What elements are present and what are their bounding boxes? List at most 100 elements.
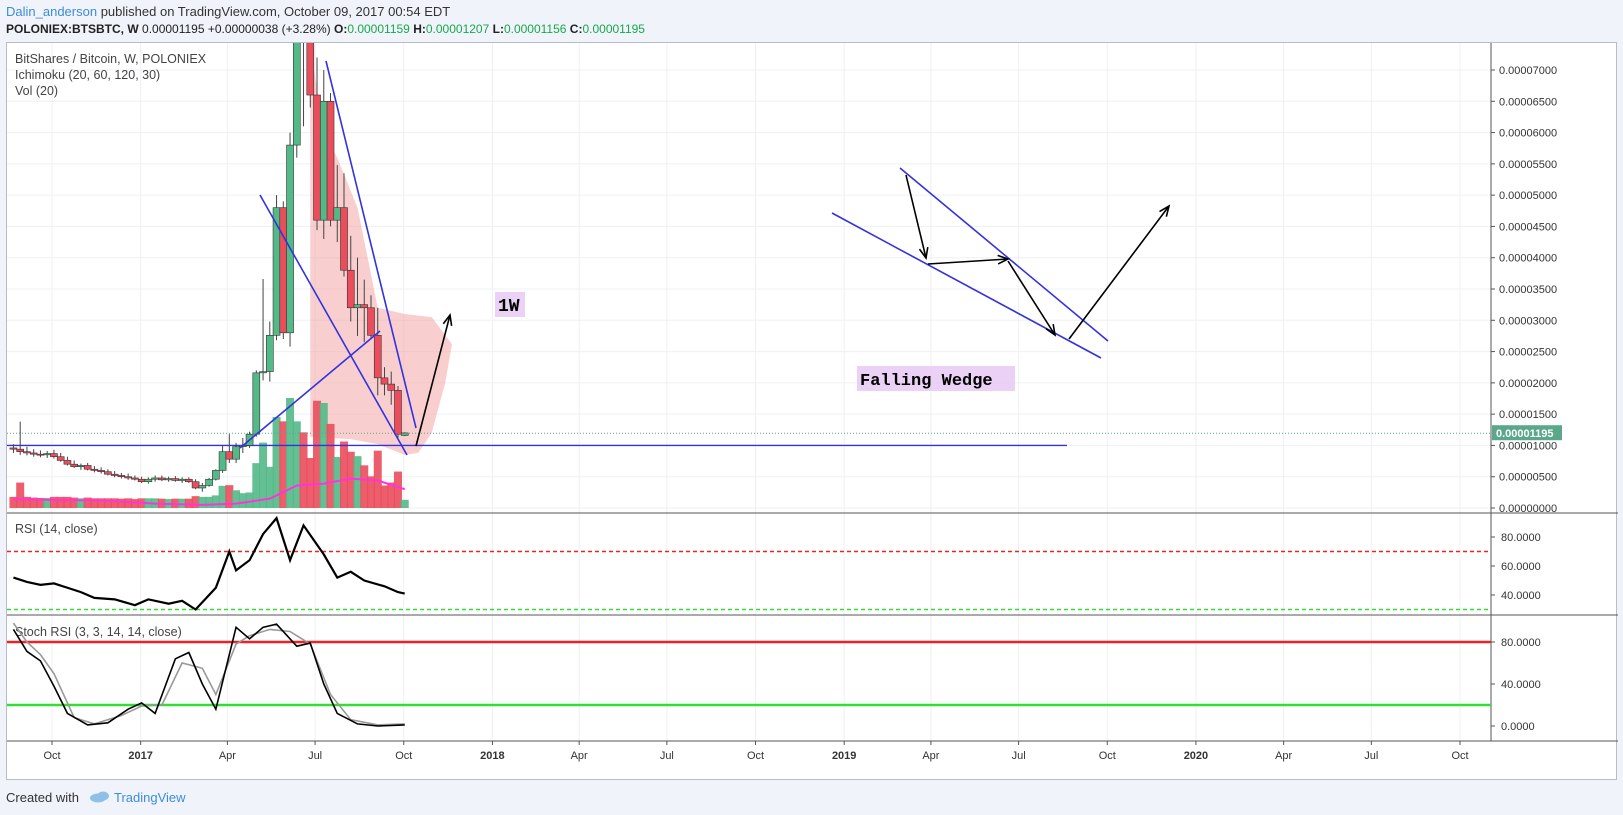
candle-body [259, 371, 267, 374]
volume-bar [340, 441, 349, 508]
y-tick-label: 0.00006000 [1499, 128, 1557, 140]
volume-bar [9, 496, 18, 508]
annotation-1w: 1W [498, 297, 520, 317]
candle-body [9, 447, 18, 450]
candle-body [158, 477, 166, 481]
stoch-legend: Stoch RSI (3, 3, 14, 14, close) [15, 625, 182, 639]
candle-body [292, 43, 301, 146]
drawings: 1W Falling Wedge [239, 60, 1171, 456]
volume-bar [245, 492, 254, 508]
volume-bar [56, 496, 65, 508]
candle-body [77, 465, 85, 468]
high-label: H: [413, 22, 426, 36]
candle-body [50, 453, 58, 457]
low-label: L: [492, 22, 504, 36]
candle-body [400, 432, 409, 436]
y-tick-label: 0.00002500 [1499, 347, 1557, 359]
volume-bar [360, 465, 369, 508]
candle-body [131, 477, 139, 480]
x-tick-label: Oct [43, 750, 60, 762]
candle-body [326, 100, 335, 221]
candle-body [164, 478, 173, 481]
author-link[interactable]: Dalin_anderson [6, 4, 98, 19]
candle-body [23, 451, 31, 454]
footer: Created with TradingView [6, 790, 186, 805]
tradingview-brand: TradingView [114, 790, 186, 805]
y-tick-label: 0.00003000 [1499, 315, 1557, 327]
candle-body [110, 473, 119, 476]
candle-body [205, 478, 213, 486]
candle-body [306, 43, 315, 96]
candle-body [104, 471, 112, 475]
last-price-tag-label: 0.00001195 [1496, 428, 1554, 440]
legend-line: BitShares / Bitcoin, W, POLONIEX [15, 52, 207, 66]
candle-body [367, 307, 375, 336]
y-tick-label: 0.00000500 [1499, 472, 1557, 484]
candle-body [70, 463, 78, 468]
low-value: 0.00001156 [503, 22, 567, 36]
trendline [239, 330, 381, 449]
volume-bar [346, 451, 355, 508]
y-tick-label: 0.00002000 [1499, 378, 1557, 390]
rsi-y-tick-label: 80.0000 [1501, 532, 1541, 544]
arrow-down-right [1007, 260, 1056, 336]
x-tick-label: Apr [922, 750, 939, 762]
candle-body [333, 207, 342, 221]
volume-bar [90, 498, 99, 508]
legend-line: Ichimoku (20, 60, 120, 30) [15, 68, 160, 82]
last-price-tag [1492, 425, 1562, 441]
arrow-down-head [918, 247, 929, 260]
candle-body [90, 468, 99, 471]
candle-body [373, 335, 382, 379]
volume-bar [117, 498, 126, 508]
tradingview-logo-link[interactable]: TradingView [89, 790, 186, 805]
candle-body [137, 478, 146, 483]
volume-bar [184, 498, 193, 508]
candle-body [286, 144, 294, 334]
volume-bar [353, 456, 362, 508]
candle-body [97, 470, 105, 473]
volume-bar [198, 496, 207, 508]
x-tick-label: 2017 [128, 750, 152, 762]
candle-body [353, 304, 362, 309]
volume-bar [97, 498, 106, 508]
candle-body [151, 477, 159, 480]
open-label: O: [333, 22, 348, 36]
stoch-y-tick-label: 80.0000 [1501, 637, 1541, 649]
x-tick-label: Jul [308, 750, 322, 762]
arrow-down [905, 174, 927, 259]
candle-body [380, 377, 389, 385]
arrow-right [927, 258, 1009, 265]
annotation-wedge-bg [857, 366, 1015, 391]
y-tick-label: 0.00004000 [1499, 253, 1557, 265]
candle-body [83, 465, 92, 470]
y-tick-label: 0.00001000 [1499, 440, 1557, 452]
volume-bar [63, 496, 72, 508]
open-value: 0.00001159 [347, 22, 410, 36]
legend-line: Vol (20) [15, 84, 58, 98]
x-tick-label: 2018 [480, 750, 504, 762]
volume-bar [333, 456, 342, 508]
y-tick-label: 0.00006500 [1499, 96, 1557, 108]
candle-body [232, 446, 240, 460]
annotation-wedge: Falling Wedge [860, 372, 993, 391]
y-tick-label: 0.00003500 [1499, 284, 1557, 296]
candle-body [29, 452, 38, 455]
volume-bar [22, 496, 31, 508]
wedge-line-lower [831, 212, 1102, 359]
volume-bar [292, 421, 301, 508]
y-tick-label: 0.00005000 [1499, 190, 1557, 202]
chart-container[interactable]: 1W Falling Wedge BitShares / Bitcoin, W, P… [6, 42, 1618, 781]
trendline [259, 194, 408, 456]
close-value: 0.00001195 [582, 22, 645, 36]
symbol-info: POLONIEX:BTSBTC, W 0.00001195 +0.0000003… [6, 22, 645, 36]
chart-canvas[interactable]: 1W Falling Wedge BitShares / Bitcoin, W, P… [7, 43, 1618, 781]
rsi-y-tick-label: 40.0000 [1501, 590, 1541, 602]
stoch-k-line [12, 623, 405, 727]
candle-body [185, 478, 193, 483]
x-tick-label: Jul [1364, 750, 1378, 762]
candle-body [313, 94, 321, 221]
volume-bar [326, 423, 335, 508]
candle-body [191, 481, 200, 489]
candle-body [16, 448, 24, 452]
